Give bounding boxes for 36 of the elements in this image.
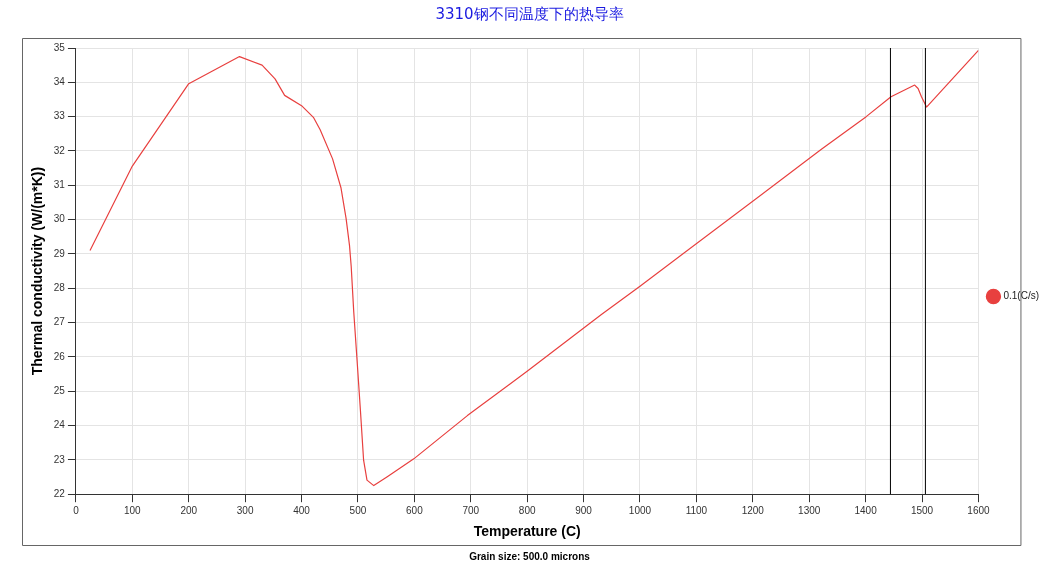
x-tick-label: 200 [180, 504, 198, 516]
x-tick-label: 1600 [967, 504, 990, 516]
y-tick-label: 22 [53, 487, 66, 499]
chart-title: 3310钢不同温度下的热导率 [434, 4, 625, 25]
x-tick-label: 1500 [910, 504, 934, 516]
x-tick-label: 900 [575, 504, 593, 516]
y-tick-label: 27 [53, 316, 66, 328]
x-tick-label: 1300 [798, 504, 821, 516]
y-tick-label: 25 [53, 384, 66, 396]
x-tick-label: 100 [123, 504, 142, 516]
x-tick-label: 600 [406, 504, 424, 516]
x-tick-label: 800 [518, 504, 536, 516]
y-tick-label: 26 [53, 350, 66, 362]
x-tick-label: 400 [293, 504, 311, 516]
y-tick-label: 32 [53, 144, 66, 156]
x-tick-label: 0 [73, 504, 80, 516]
x-tick-label: 1200 [741, 504, 765, 516]
x-axis-title: Temperature (C) [473, 523, 581, 540]
y-tick-label: 34 [53, 76, 66, 88]
x-tick-label: 1400 [854, 504, 878, 516]
y-tick-label: 29 [53, 247, 66, 259]
x-tick-label: 700 [462, 504, 480, 516]
text: Grain size: 500.0 microns [468, 551, 591, 562]
legend-label: 0.1(C/s) [1003, 290, 1039, 302]
x-tick-label: 1000 [628, 504, 652, 516]
y-tick-label: 23 [53, 453, 66, 465]
x-tick-label: 300 [236, 504, 254, 516]
x-tick-label: 500 [349, 504, 367, 516]
x-tick-label: 1100 [685, 504, 708, 516]
y-tick-label: 33 [53, 110, 66, 122]
y-tick-label: 30 [53, 213, 66, 225]
y-tick-label: 31 [53, 179, 66, 191]
y-tick-label: 24 [53, 419, 66, 431]
y-tick-label: 35 [53, 41, 66, 53]
y-tick-label: 28 [53, 282, 66, 294]
y-axis-title: Thermal conductivity (W/(m*K)) [29, 166, 46, 376]
